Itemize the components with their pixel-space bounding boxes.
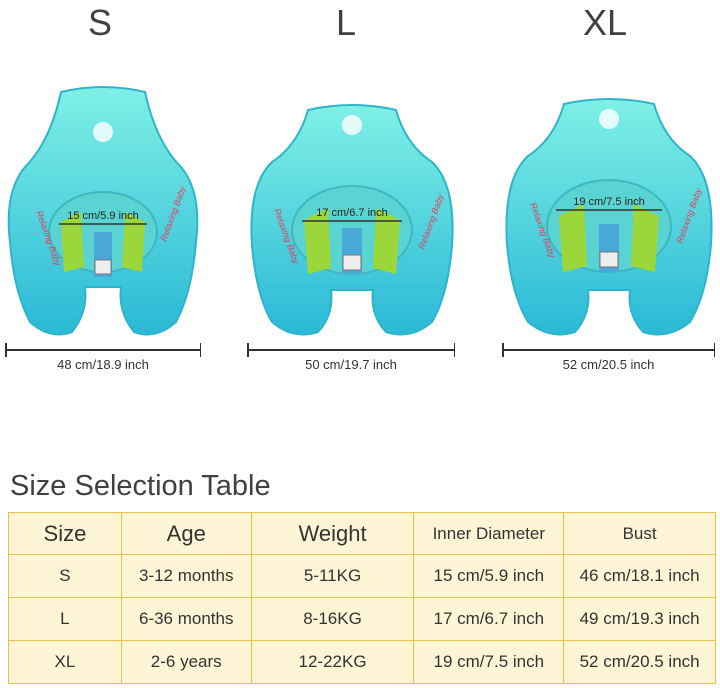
size-label-s: S [88, 2, 113, 43]
cell-bust: 49 cm/19.3 inch [563, 597, 716, 641]
header-weight: Weight [250, 512, 415, 555]
cell-bust: 46 cm/18.1 inch [563, 554, 716, 598]
width-label-xl: 52 cm/20.5 inch [562, 357, 655, 372]
width-measure-xl [502, 343, 715, 357]
width-measure-s [5, 343, 201, 357]
table-header-row: Size Age Weight Inner Diameter Bust [8, 512, 716, 555]
width-label-l: 50 cm/19.7 inch [305, 357, 397, 372]
cell-bust: 52 cm/20.5 inch [563, 640, 716, 684]
cell-inner-diameter: 15 cm/5.9 inch [413, 554, 565, 598]
cell-size: XL [8, 640, 122, 684]
inner-diameter-label-s: 15 cm/5.9 inch [67, 210, 139, 222]
float-image-s: 15 cm/5.9 inch Relaxing Baby Relaxing Ba… [7, 86, 199, 336]
cell-size: S [8, 554, 122, 598]
header-size: Size [8, 512, 122, 555]
cell-age: 2-6 years [120, 640, 252, 684]
table-row: XL 2-6 years 12-22KG 19 cm/7.5 inch 52 c… [8, 640, 716, 684]
header-inner-diameter: Inner Diameter [413, 512, 565, 555]
size-selection-table: Size Age Weight Inner Diameter Bust S 3-… [8, 512, 716, 684]
cell-age: 6-36 months [120, 597, 252, 641]
cell-age: 3-12 months [120, 554, 252, 598]
float-image-xl: 19 cm/7.5 inch Relaxing Baby Relaxing Ba… [505, 98, 713, 336]
header-age: Age [120, 512, 252, 555]
cell-weight: 5-11KG [250, 554, 415, 598]
table-row: S 3-12 months 5-11KG 15 cm/5.9 inch 46 c… [8, 554, 716, 598]
cell-inner-diameter: 19 cm/7.5 inch [413, 640, 565, 684]
cell-weight: 12-22KG [250, 640, 415, 684]
inner-diameter-label-xl: 19 cm/7.5 inch [573, 196, 645, 208]
float-image-l: 17 cm/6.7 inch Relaxing Baby Relaxing Ba… [250, 104, 454, 336]
width-measure-l [247, 343, 455, 357]
cell-weight: 8-16KG [250, 597, 415, 641]
header-bust: Bust [563, 512, 716, 555]
cell-size: L [8, 597, 122, 641]
cell-inner-diameter: 17 cm/6.7 inch [413, 597, 565, 641]
size-table-title: Size Selection Table [10, 470, 271, 502]
inner-diameter-label-l: 17 cm/6.7 inch [316, 207, 388, 219]
size-label-l: L [336, 2, 357, 43]
size-label-xl: XL [583, 2, 628, 43]
width-label-s: 48 cm/18.9 inch [57, 357, 149, 372]
table-row: L 6-36 months 8-16KG 17 cm/6.7 inch 49 c… [8, 597, 716, 641]
